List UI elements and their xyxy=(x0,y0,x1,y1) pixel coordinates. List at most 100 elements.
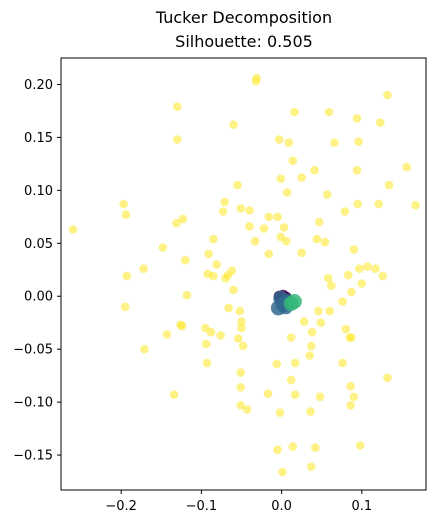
data-point-s0-124 xyxy=(307,462,316,472)
data-point-s0-97 xyxy=(201,339,211,349)
data-point-s0-117 xyxy=(242,405,252,414)
data-point-s0-120 xyxy=(355,441,365,450)
data-point-s0-75 xyxy=(224,303,233,313)
data-point-s0-27 xyxy=(374,199,384,209)
data-point-s0-38 xyxy=(315,217,324,227)
data-point-s0-36 xyxy=(264,212,274,222)
data-point-s0-64 xyxy=(227,266,237,276)
data-point-s0-53 xyxy=(349,245,359,254)
data-point-s0-42 xyxy=(68,225,78,234)
data-point-s0-18 xyxy=(297,173,307,182)
data-point-s0-24 xyxy=(119,199,128,209)
data-point-s0-54 xyxy=(181,255,190,265)
data-point-s0-105 xyxy=(272,359,282,369)
data-point-s0-19 xyxy=(352,165,362,175)
data-point-s0-84 xyxy=(299,317,309,326)
data-point-s0-101 xyxy=(202,358,212,368)
data-point-s0-88 xyxy=(307,327,317,337)
data-point-s0-122 xyxy=(273,445,282,455)
data-point-s0-83 xyxy=(237,323,246,333)
data-point-s0-46 xyxy=(250,236,260,246)
data-point-s0-68 xyxy=(355,264,364,274)
data-point-s0-12 xyxy=(330,138,339,147)
data-point-s0-37 xyxy=(273,212,282,222)
data-point-s0-67 xyxy=(343,270,353,280)
data-point-s0-16 xyxy=(310,165,319,175)
data-point-s3-1 xyxy=(286,294,302,309)
data-point-s0-125 xyxy=(278,467,287,477)
data-point-s0-13 xyxy=(354,137,363,146)
data-point-s0-2 xyxy=(324,107,334,117)
data-point-s0-102 xyxy=(290,358,300,368)
x-tick-label: −0.2 xyxy=(105,499,137,514)
data-point-s0-79 xyxy=(314,306,323,316)
data-point-s0-113 xyxy=(290,390,300,400)
data-point-s0-90 xyxy=(286,333,296,342)
x-tick-label: 0.0 xyxy=(271,499,292,514)
data-point-s0-14 xyxy=(288,156,298,165)
y-tick-label: 0.20 xyxy=(24,78,53,93)
data-point-s0-15 xyxy=(402,162,412,172)
x-tick-label: 0.1 xyxy=(351,499,372,514)
data-point-s0-30 xyxy=(218,207,228,216)
data-point-s0-100 xyxy=(305,351,315,360)
data-point-s0-23 xyxy=(323,190,332,199)
x-axis: −0.2 −0.1 0.0 0.1 xyxy=(105,490,372,514)
data-point-s0-109 xyxy=(346,381,355,391)
data-point-s0-10 xyxy=(274,135,284,144)
data-point-s0-92 xyxy=(216,331,225,340)
data-point-s0-112 xyxy=(236,401,245,410)
data-point-s0-72 xyxy=(357,279,367,288)
data-point-s0-40 xyxy=(245,222,254,231)
data-point-s0-80 xyxy=(325,306,335,316)
y-tick-label: −0.15 xyxy=(13,449,53,464)
data-point-s0-48 xyxy=(282,236,291,246)
data-point-s0-4 xyxy=(383,90,392,100)
data-point-s0-33 xyxy=(121,210,131,219)
data-point-s0-7 xyxy=(229,120,238,129)
data-point-s0-45 xyxy=(158,243,168,252)
data-point-s0-95 xyxy=(347,333,356,342)
y-tick-label: 0.05 xyxy=(24,237,53,252)
data-points xyxy=(68,73,420,477)
data-point-s0-49 xyxy=(320,237,330,247)
data-point-s0-5 xyxy=(290,107,299,117)
y-tick-label: −0.10 xyxy=(13,396,53,411)
data-point-s0-31 xyxy=(245,206,254,215)
data-point-s0-77 xyxy=(235,306,245,316)
data-point-s0-1 xyxy=(251,77,261,86)
data-point-s0-89 xyxy=(341,324,351,334)
data-point-s0-121 xyxy=(288,442,298,451)
data-point-s0-50 xyxy=(264,249,274,259)
data-point-s0-39 xyxy=(279,223,289,232)
data-point-s0-106 xyxy=(383,373,392,383)
data-point-s0-3 xyxy=(352,114,362,123)
y-tick-label: −0.05 xyxy=(13,343,53,358)
data-point-s0-44 xyxy=(312,234,322,244)
data-point-s0-11 xyxy=(284,138,294,147)
data-point-s0-66 xyxy=(323,273,333,283)
x-tick-label: −0.1 xyxy=(186,499,218,514)
data-point-s0-76 xyxy=(338,297,347,306)
data-point-s0-103 xyxy=(338,358,347,368)
data-point-s0-20 xyxy=(233,180,242,190)
data-point-s0-60 xyxy=(378,271,388,281)
data-point-s0-93 xyxy=(234,334,243,343)
y-tick-label: 0.15 xyxy=(24,131,53,146)
data-point-s0-78 xyxy=(237,317,246,326)
y-axis: −0.15 −0.10 −0.05 0.00 0.05 0.10 0.15 0.20 xyxy=(13,78,61,464)
data-point-s0-110 xyxy=(169,390,179,400)
data-point-s0-107 xyxy=(236,383,245,392)
data-point-s0-115 xyxy=(349,392,359,402)
plot-frame xyxy=(60,57,427,491)
data-point-s0-6 xyxy=(173,102,182,111)
data-point-s0-85 xyxy=(316,318,326,328)
data-point-s0-25 xyxy=(220,197,229,207)
data-point-s0-9 xyxy=(173,135,182,144)
chart-title: Tucker Decomposition xyxy=(155,8,332,27)
data-point-s0-91 xyxy=(162,330,172,339)
data-point-s0-65 xyxy=(221,273,230,283)
y-tick-label: 0.00 xyxy=(24,290,53,305)
data-point-s0-63 xyxy=(209,271,218,281)
